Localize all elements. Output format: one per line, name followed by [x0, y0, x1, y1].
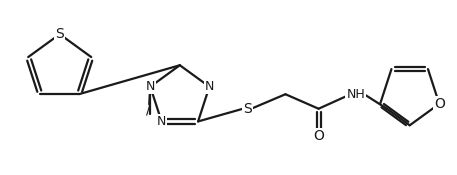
Text: O: O — [313, 129, 324, 143]
Text: N: N — [157, 115, 166, 128]
Text: /: / — [146, 103, 150, 117]
Text: S: S — [55, 27, 64, 41]
Text: NH: NH — [346, 88, 365, 101]
Text: N: N — [146, 80, 155, 93]
Text: N: N — [205, 80, 214, 93]
Text: S: S — [243, 102, 251, 116]
Text: O: O — [434, 97, 445, 111]
